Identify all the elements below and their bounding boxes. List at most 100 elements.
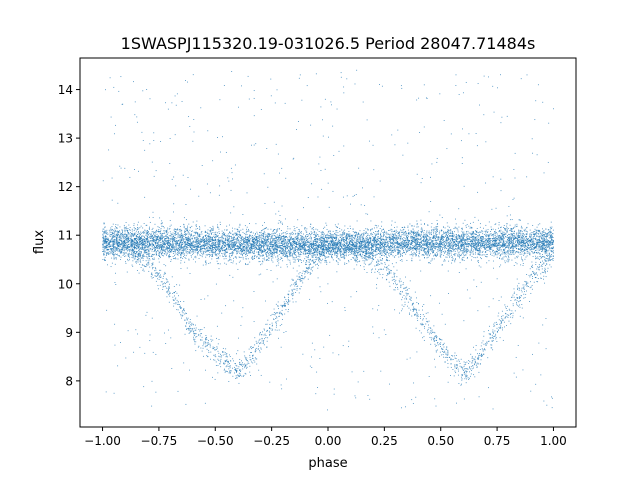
data-point bbox=[404, 245, 406, 247]
data-point bbox=[378, 238, 380, 240]
data-point bbox=[422, 247, 424, 249]
data-point bbox=[286, 237, 288, 238]
data-point bbox=[212, 248, 214, 250]
data-point bbox=[334, 236, 335, 238]
data-point bbox=[532, 232, 534, 234]
data-point bbox=[410, 248, 411, 250]
data-point bbox=[328, 256, 330, 258]
data-point bbox=[326, 248, 328, 250]
data-point bbox=[471, 238, 473, 240]
data-point bbox=[426, 245, 428, 247]
data-point bbox=[200, 249, 202, 250]
data-point bbox=[147, 253, 149, 255]
data-point bbox=[345, 252, 347, 254]
data-point bbox=[256, 242, 258, 243]
data-point bbox=[277, 255, 279, 257]
data-point bbox=[287, 243, 289, 245]
data-point bbox=[511, 236, 513, 238]
data-point bbox=[526, 251, 528, 253]
data-point bbox=[155, 230, 157, 232]
data-point bbox=[411, 236, 413, 238]
data-point bbox=[305, 244, 307, 246]
data-point bbox=[552, 251, 554, 253]
data-point bbox=[291, 244, 293, 246]
data-point bbox=[427, 250, 428, 252]
data-point bbox=[163, 250, 165, 252]
data-point bbox=[103, 254, 104, 256]
data-point bbox=[461, 246, 463, 248]
data-point bbox=[459, 235, 461, 237]
data-point bbox=[276, 244, 278, 246]
data-point bbox=[436, 246, 438, 248]
data-point bbox=[259, 248, 261, 250]
data-point bbox=[510, 242, 512, 244]
data-point bbox=[200, 255, 202, 257]
data-point bbox=[494, 231, 496, 233]
data-point bbox=[145, 244, 147, 246]
data-point bbox=[153, 237, 155, 239]
data-point bbox=[144, 242, 146, 244]
data-point bbox=[319, 254, 321, 256]
data-point bbox=[281, 250, 283, 252]
data-point bbox=[221, 237, 223, 239]
data-point bbox=[118, 250, 120, 252]
data-point bbox=[294, 257, 296, 259]
data-point bbox=[378, 241, 380, 243]
data-point bbox=[230, 249, 232, 250]
data-point bbox=[115, 235, 117, 237]
data-point bbox=[461, 236, 463, 238]
data-point bbox=[482, 231, 484, 233]
data-point bbox=[298, 240, 300, 242]
data-point bbox=[391, 233, 393, 235]
data-point bbox=[431, 223, 433, 225]
data-point bbox=[400, 252, 402, 254]
data-point bbox=[386, 252, 388, 254]
data-point bbox=[496, 254, 498, 256]
data-point bbox=[382, 236, 384, 238]
data-point bbox=[309, 254, 311, 255]
data-point bbox=[336, 237, 338, 239]
data-point bbox=[519, 242, 521, 244]
data-point bbox=[393, 250, 395, 252]
data-point bbox=[234, 243, 236, 245]
data-point bbox=[518, 245, 520, 247]
data-point bbox=[461, 228, 463, 230]
data-point bbox=[416, 246, 418, 248]
data-point bbox=[467, 237, 469, 239]
data-point bbox=[353, 255, 355, 257]
data-point bbox=[450, 239, 452, 241]
data-point bbox=[269, 243, 271, 245]
data-point bbox=[323, 247, 324, 249]
data-point bbox=[368, 245, 370, 247]
data-point bbox=[487, 235, 489, 237]
data-point bbox=[204, 230, 206, 232]
data-point bbox=[546, 255, 548, 257]
data-point bbox=[390, 253, 392, 255]
data-point bbox=[441, 235, 443, 237]
data-point bbox=[207, 249, 209, 251]
data-point bbox=[158, 246, 160, 248]
data-point bbox=[247, 263, 249, 265]
data-point bbox=[512, 240, 513, 242]
data-point bbox=[410, 238, 412, 240]
data-point bbox=[534, 237, 536, 239]
data-point bbox=[501, 238, 503, 240]
data-point bbox=[472, 237, 474, 239]
data-point bbox=[255, 244, 257, 245]
data-point bbox=[386, 257, 388, 259]
data-point bbox=[190, 234, 192, 236]
data-point bbox=[175, 233, 177, 235]
data-point bbox=[129, 243, 131, 245]
data-point bbox=[102, 230, 103, 232]
data-point bbox=[289, 255, 291, 257]
data-point bbox=[165, 242, 167, 244]
data-point bbox=[349, 243, 351, 245]
data-point bbox=[115, 226, 116, 228]
data-point bbox=[430, 226, 432, 228]
data-point bbox=[304, 250, 305, 252]
data-point bbox=[168, 247, 170, 249]
data-point bbox=[386, 238, 388, 240]
data-point bbox=[331, 238, 333, 240]
data-point bbox=[495, 237, 497, 239]
data-point bbox=[462, 239, 464, 241]
